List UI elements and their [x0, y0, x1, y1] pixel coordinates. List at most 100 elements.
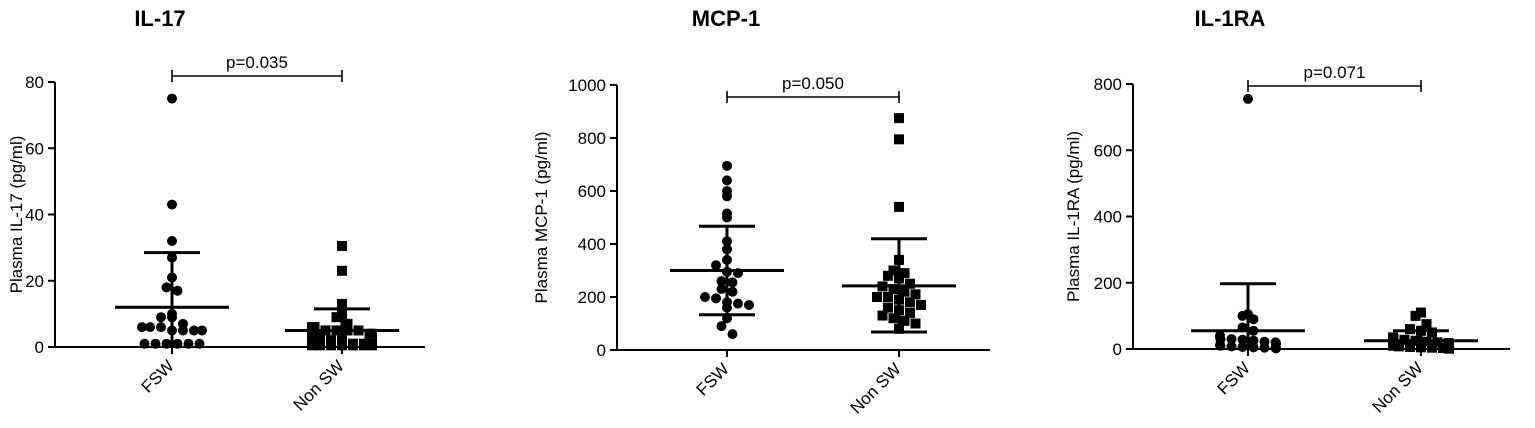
data-point	[722, 175, 732, 186]
data-point	[139, 338, 150, 349]
data-point	[137, 322, 147, 333]
y-axis-label: Plasma MCP-1 (pg/ml)	[532, 132, 551, 304]
data-point	[905, 297, 915, 308]
data-point	[315, 332, 325, 343]
y-axis-label: Plasma IL-1RA (pg/ml)	[1064, 131, 1083, 302]
data-point	[711, 260, 721, 271]
data-point	[727, 277, 738, 288]
data-point	[156, 322, 166, 333]
data-point	[359, 340, 369, 351]
data-point	[1405, 342, 1415, 353]
data-point	[145, 322, 155, 333]
data-point	[337, 298, 347, 309]
data-point	[899, 286, 910, 297]
data-point	[916, 299, 926, 310]
y-tick-label: 600	[578, 182, 606, 201]
data-point	[337, 240, 347, 251]
data-point	[307, 332, 317, 343]
data-point	[189, 325, 199, 336]
data-point	[722, 160, 732, 171]
y-tick-label: 200	[1094, 274, 1122, 293]
data-point	[877, 310, 888, 321]
data-point	[711, 293, 721, 304]
data-point	[183, 338, 194, 349]
y-tick-label: 20	[25, 272, 44, 291]
data-point	[905, 278, 915, 289]
x-category-label: Non SW	[290, 356, 348, 414]
data-point	[1271, 343, 1281, 354]
y-tick-label: 600	[1094, 141, 1122, 160]
data-point	[315, 340, 325, 351]
x-category-label: Non SW	[1369, 358, 1427, 416]
y-tick-label: 80	[25, 73, 44, 92]
data-point	[167, 236, 177, 246]
data-point	[1416, 307, 1426, 318]
data-point	[1421, 319, 1432, 330]
data-point	[150, 338, 161, 349]
y-tick-label: 800	[578, 129, 606, 148]
panel-2: MCP-1 0 200 400 600 800 1000 Plasma MCP-1 (pg/m…	[532, 6, 990, 418]
data-point	[309, 322, 320, 333]
data-point	[1248, 342, 1259, 353]
data-point	[1259, 342, 1270, 353]
data-point	[348, 340, 358, 351]
data-point	[727, 286, 738, 297]
data-point	[337, 265, 347, 276]
data-point	[1410, 310, 1421, 321]
chart-title: IL-1RA	[1195, 6, 1266, 31]
data-point	[722, 212, 732, 223]
data-point	[331, 312, 342, 323]
data-point	[1248, 314, 1259, 325]
y-tick-label: 40	[25, 206, 44, 225]
y-tick-label: 0	[35, 338, 44, 357]
data-point	[910, 318, 921, 329]
data-point	[894, 201, 904, 212]
data-point	[326, 340, 336, 351]
data-point	[910, 289, 921, 300]
y-axis-label: Plasma IL-17 (pg/ml)	[7, 136, 26, 294]
data-point	[1427, 327, 1437, 338]
chart-title: IL-17	[134, 6, 185, 31]
data-point	[1427, 342, 1437, 353]
data-point	[1226, 334, 1237, 345]
data-point	[1432, 337, 1443, 348]
data-point	[1243, 93, 1253, 104]
data-point	[883, 292, 893, 302]
y-tick-label: 1000	[568, 76, 606, 95]
x-category-label: FSW	[138, 356, 178, 396]
data-point	[178, 325, 188, 336]
y-tick-label: 400	[578, 235, 606, 254]
y-tick-label: 0	[1113, 340, 1122, 359]
data-point	[367, 328, 377, 339]
data-point	[1388, 340, 1398, 351]
data-point	[1237, 334, 1248, 345]
data-point	[899, 268, 910, 279]
data-point	[1388, 334, 1399, 345]
x-category-label: FSW	[1214, 358, 1254, 398]
y-tick-label: 400	[1094, 208, 1122, 227]
data-point	[883, 270, 893, 281]
data-point	[172, 338, 183, 349]
data-point	[727, 329, 738, 340]
panel-3: IL-1RA 0 200 400 600 800 Plasma IL-1RA (pg/ml)…	[1064, 6, 1510, 417]
data-point	[716, 321, 727, 332]
data-point	[894, 134, 904, 145]
panel-1: IL-17 0 20 40 60 80 Plasma IL-17 (pg/ml) FSW Non…	[7, 6, 425, 415]
data-point	[1237, 342, 1248, 353]
data-point	[888, 284, 899, 295]
data-point	[722, 191, 732, 202]
data-point	[1405, 324, 1415, 335]
data-point	[905, 307, 915, 318]
data-point	[716, 276, 727, 287]
data-point	[194, 338, 205, 349]
y-tick-label: 800	[1094, 75, 1122, 94]
y-tick-label: 60	[25, 139, 44, 158]
data-point	[1226, 341, 1237, 352]
data-point	[1394, 341, 1404, 352]
data-point	[700, 292, 710, 302]
pvalue-label: p=0.071	[1304, 63, 1366, 82]
data-point	[197, 325, 207, 336]
data-point	[156, 312, 166, 323]
data-point	[1215, 340, 1226, 351]
data-point	[883, 302, 893, 313]
